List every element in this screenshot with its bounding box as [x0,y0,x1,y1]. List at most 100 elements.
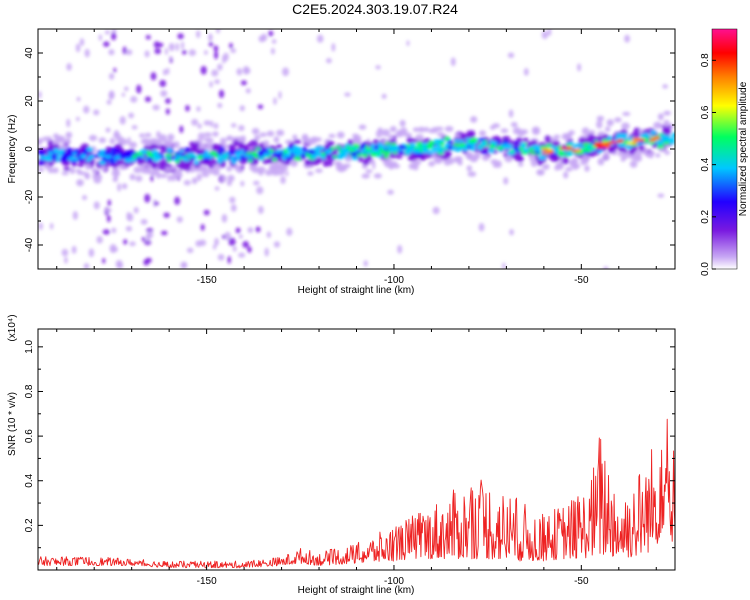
heatmap-cell [255,147,262,151]
heatmap-cell [81,195,88,201]
heatmap-cell [59,148,66,153]
heatmap-cell [195,240,203,247]
heatmap-cell [188,49,197,57]
x-tick-label: -50 [574,275,589,286]
heatmap-cell [283,149,288,154]
heatmap-cell [268,30,274,37]
heatmap-hotspot [540,148,549,151]
heatmap-cell [657,123,663,129]
heatmap-cell [304,159,312,167]
heatmap-cell [290,159,298,167]
heatmap-cell [146,230,154,239]
heatmap-hotspot [593,143,600,147]
heatmap-cell [583,148,592,153]
heatmap-cell [39,161,44,166]
snr-x-axis-label: Height of straight line (km) [298,585,415,596]
heatmap-cell [522,137,529,143]
heatmap-cell [38,140,42,146]
heatmap-cell [262,148,268,154]
heatmap-cell [355,151,362,154]
heatmap-cell [620,133,628,139]
heatmap-cell [659,134,668,140]
heatmap-cell [409,142,416,147]
heatmap-cell [146,228,154,233]
heatmap-cell [278,90,282,100]
heatmap-cell [661,138,667,142]
heatmap-cell [124,158,132,163]
heatmap-cell [258,35,266,43]
heatmap-cell [72,211,78,220]
heatmap-cell [79,38,85,47]
heatmap-cell [665,134,671,140]
heatmap-cell [183,179,191,186]
heatmap-cell [570,161,577,167]
heatmap-cell [124,86,129,92]
heatmap-cell [307,171,314,176]
heatmap-cell [158,163,167,171]
heatmap-cell [119,115,126,125]
heatmap-cell [174,169,183,174]
heatmap-cell [337,154,344,160]
heatmap-cell [321,155,326,160]
heatmap-cell [73,148,80,154]
snr-series [38,418,675,569]
heatmap-cell [655,153,661,158]
colorbar-tick-label: 0.8 [700,53,711,67]
heatmap-cell [293,139,302,145]
heatmap-cell [106,99,112,105]
heatmap-cell [529,151,537,155]
heatmap-cell [240,80,247,86]
heatmap-cell [246,155,253,159]
heatmap-cell [113,167,120,173]
heatmap-cell [433,139,441,144]
heatmap-cell [212,131,219,137]
heatmap-cell [144,193,151,203]
heatmap-cell [398,150,404,155]
heatmap-cell [504,155,513,163]
heatmap-cell [596,115,605,122]
heatmap-cell [160,90,168,97]
heatmap-cell [654,140,662,144]
heatmap-cell [344,163,351,168]
heatmap-cell [236,68,243,76]
heatmap-cell [166,67,170,75]
heatmap-cell [194,141,200,150]
heatmap-cell [259,132,267,137]
heatmap-cell [293,156,302,161]
heatmap-cell [547,29,552,36]
heatmap-cell [144,169,154,175]
heatmap-cell [180,261,188,269]
heatmap-cell [141,236,146,242]
heatmap-cell [102,229,110,235]
heatmap-cell [324,149,332,153]
heatmap-cell [104,154,112,159]
heatmap-cell [139,133,145,138]
heatmap-cell [328,133,336,139]
heatmap-cell [523,67,529,76]
heatmap-cell [197,132,205,141]
y-tick-label: 0.8 [24,384,35,398]
heatmap-cell [242,241,249,248]
heatmap-cell [387,189,394,195]
heatmap-cell [466,165,473,172]
heatmap-cell [83,263,90,269]
heatmap-cell [432,206,440,215]
heatmap-cell [93,176,102,184]
heatmap-cell [578,137,587,144]
heatmap-cell [107,199,112,207]
heatmap-cell [455,158,463,164]
heatmap-cell [196,173,202,181]
heatmap-cell [595,120,603,129]
heatmap-cell [125,49,133,56]
heatmap-cell [231,123,237,128]
colorbar-tick-label: 0.6 [700,105,711,119]
heatmap-cell [450,57,456,67]
heatmap-cell [134,156,143,161]
heatmap-cell [360,142,367,148]
heatmap-cell [474,152,481,159]
heatmap-cell [428,161,435,167]
heatmap-cell [67,152,74,158]
heatmap-cell [555,162,564,170]
heatmap-cell [361,173,370,179]
